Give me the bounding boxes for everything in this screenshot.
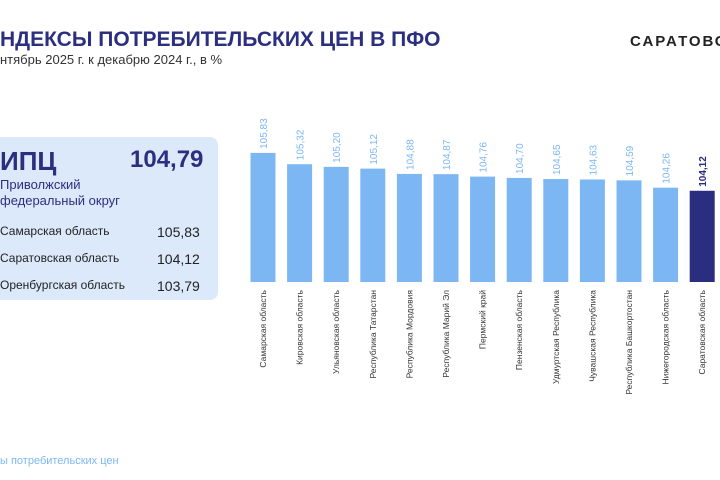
x-tick-label: Самарская область xyxy=(258,289,268,367)
bar xyxy=(250,152,276,282)
x-tick-label: Кировская область xyxy=(295,289,305,364)
bar xyxy=(616,180,642,282)
logo: САРАТОВС xyxy=(630,33,720,50)
value-label: 104,59 xyxy=(625,145,636,176)
bar xyxy=(470,176,496,282)
row-value: 103,79 xyxy=(157,278,200,294)
value-label: 104,87 xyxy=(442,139,453,170)
summary-panel xyxy=(0,137,218,300)
x-tick-label: Республика Марий Эл xyxy=(441,290,451,378)
bar xyxy=(653,187,679,282)
panel-value: 104,79 xyxy=(130,146,204,173)
x-tick-label: Удмуртская Республика xyxy=(551,290,561,384)
x-tick-label: Нижегородская область xyxy=(661,289,671,384)
value-label: 104,88 xyxy=(405,139,416,170)
bar xyxy=(360,168,386,282)
panel-label: ИПЦ xyxy=(0,146,57,176)
x-tick-label: Республика Мордовия xyxy=(404,290,414,379)
value-label: 104,70 xyxy=(515,143,526,174)
row-value: 105,83 xyxy=(157,224,200,240)
region: Приволжский xyxy=(0,177,81,192)
title: НДЕКСЫ ПОТРЕБИТЕЛЬСКИХ ЦЕН В ПФО xyxy=(0,28,441,51)
bar xyxy=(543,179,569,282)
row-name: Самарская область xyxy=(0,224,110,238)
row-name: Оренбургская область xyxy=(0,278,126,292)
value-label: 105,12 xyxy=(369,134,380,165)
bar xyxy=(323,166,349,282)
value-label: 104,65 xyxy=(552,144,563,175)
value-label: 104,63 xyxy=(588,144,599,175)
x-tick-label: Республика Башкортостан xyxy=(624,290,634,395)
bar xyxy=(287,164,313,282)
x-tick-label: Чувашская Республика xyxy=(587,290,597,382)
x-tick-label: Ульяновская область xyxy=(331,289,341,374)
bar xyxy=(433,174,459,282)
bar xyxy=(689,190,715,282)
value-label: 104,12 xyxy=(698,156,709,187)
row-value: 104,12 xyxy=(157,251,200,267)
region: федеральный округ xyxy=(0,193,120,208)
value-label: 104,76 xyxy=(479,142,490,173)
value-label: 105,32 xyxy=(296,129,307,160)
footer: ы потребительских цен xyxy=(0,455,119,467)
value-label: 104,26 xyxy=(662,153,673,184)
x-tick-label: Пермский край xyxy=(478,290,488,349)
row-name: Саратовская область xyxy=(0,251,120,265)
value-label: 105,20 xyxy=(332,132,343,163)
value-label: 105,83 xyxy=(259,118,270,149)
x-tick-label: Пензенская область xyxy=(514,289,524,370)
bar xyxy=(506,177,532,282)
x-tick-label: Саратовская область xyxy=(697,289,707,374)
bar xyxy=(579,179,605,282)
subtitle: нтябрь 2025 г. к декабрю 2024 г., в % xyxy=(0,52,223,67)
x-tick-label: Республика Татарстан xyxy=(368,290,378,379)
bar xyxy=(396,173,422,282)
